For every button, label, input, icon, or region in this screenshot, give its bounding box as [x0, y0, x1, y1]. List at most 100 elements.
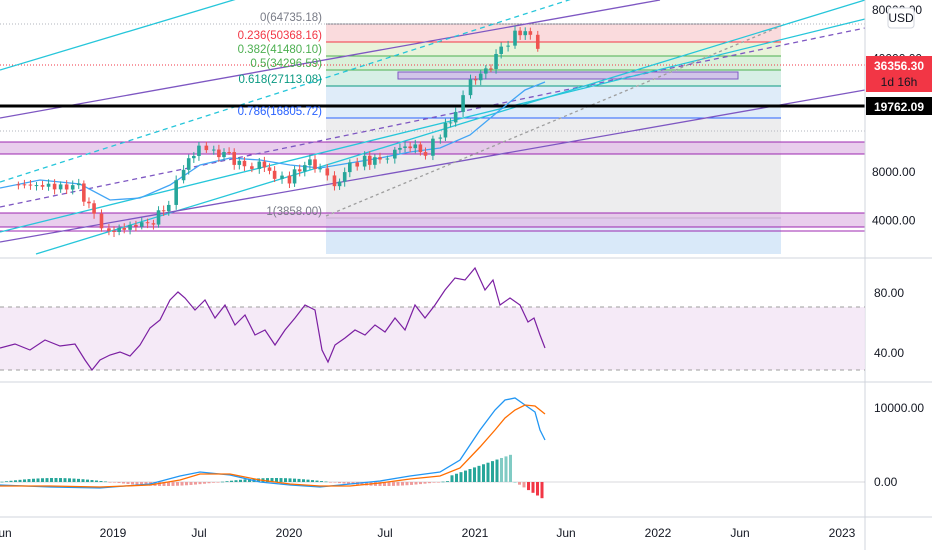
candle [40, 180, 45, 190]
macd-bar [104, 481, 107, 483]
fib-level-labels: 0(64735.18) 0.236(50368.16) 0.382(41480.10… [238, 12, 323, 218]
macd-tick-label: 0.00 [874, 475, 898, 489]
macd-bar [23, 479, 26, 482]
macd-bar [432, 482, 436, 483]
macd-bar [275, 478, 278, 482]
candle [112, 226, 116, 237]
macd-bar [513, 482, 517, 483]
macd-bar [455, 473, 458, 482]
macd-bar [99, 480, 103, 482]
rsi-tick-label: 40.00 [874, 346, 904, 360]
fib-level-label: 1(3858.00) [266, 206, 322, 218]
macd-bar [437, 482, 440, 483]
candle [367, 151, 372, 170]
fib-level-label: 0.786(16805.72) [238, 106, 323, 118]
candle [443, 118, 448, 142]
currency-badge[interactable] [887, 7, 915, 29]
macd-bar [360, 482, 364, 486]
candle [280, 171, 284, 184]
candle [408, 142, 412, 153]
macd-bar [419, 482, 422, 485]
candle [418, 141, 423, 156]
macd-bar [464, 470, 467, 482]
candle [16, 181, 21, 190]
macd-bar [135, 482, 139, 485]
macd-bar [387, 482, 391, 486]
macd-bar [536, 482, 539, 496]
candle [34, 182, 39, 191]
moving-average-line [0, 81, 546, 201]
candle [87, 197, 91, 209]
candle [58, 181, 63, 193]
macd-bar [284, 478, 287, 482]
macd-line [0, 397, 546, 489]
macd-bar [5, 481, 8, 482]
candle [438, 134, 443, 144]
candle [484, 65, 488, 79]
candle [166, 200, 171, 216]
currency-label: USD [888, 11, 914, 25]
candle [267, 163, 272, 175]
macd-bar [117, 482, 121, 484]
fib-level-label: 0.382(41480.10) [238, 44, 323, 56]
macd-bar [509, 454, 512, 482]
time-tick-label: 2019 [100, 526, 127, 540]
time-tick-label: Jul [191, 526, 206, 540]
macd-bar [522, 482, 526, 488]
time-tick-label: Jul [377, 526, 392, 540]
level-price-tag: 19762.09 [866, 97, 932, 115]
candle [64, 180, 69, 195]
candle [181, 165, 186, 184]
candle [308, 154, 312, 170]
macd-bar [171, 482, 175, 486]
macd-bar [122, 482, 125, 484]
macd-bar [203, 482, 206, 484]
macd-bar [185, 482, 188, 486]
macd-bar [72, 478, 76, 482]
time-tick-label: Jun [556, 526, 575, 540]
macd-bar [32, 478, 35, 482]
macd-bar [423, 482, 427, 484]
macd-bar [90, 480, 94, 482]
candle [257, 157, 262, 174]
candle [145, 218, 150, 229]
candle [423, 147, 428, 160]
candle [373, 154, 377, 169]
macd-bar [288, 478, 292, 482]
macd-bar [81, 479, 85, 482]
fib-level-label: 0.618(27113.08) [238, 74, 322, 86]
macd-bar [306, 479, 310, 482]
macd-bar [320, 481, 323, 482]
candle [151, 219, 156, 230]
candle [337, 178, 342, 190]
candle [272, 166, 277, 183]
macd-bar [108, 482, 112, 483]
macd-bar [68, 478, 71, 482]
candle [82, 180, 86, 207]
macd-bar [297, 478, 301, 482]
candle [499, 42, 503, 59]
candle [478, 69, 483, 86]
candle [107, 224, 111, 236]
macd-bar [266, 478, 269, 482]
macd-bar [270, 478, 274, 482]
candle [448, 117, 453, 128]
macd-bar [63, 478, 67, 482]
candle [156, 206, 161, 228]
macd-pane [0, 397, 865, 499]
macd-bar [383, 482, 386, 486]
fib-level-label: 0.236(50368.16) [238, 30, 323, 42]
candle [222, 148, 226, 161]
level-price-value: 19762.09 [874, 100, 924, 114]
price-tick-label: 8000.00 [872, 165, 916, 179]
macd-bar [392, 482, 395, 486]
fib-level-label: 0.5(34296.59) [250, 58, 322, 70]
macd-bar [540, 482, 544, 499]
time-axis[interactable]: Jun 2019 Jul 2020 Jul 2021 Jun 2022 Jun 2023 [0, 526, 856, 540]
macd-bar [77, 478, 80, 482]
candle [217, 144, 221, 162]
macd-bar [495, 459, 499, 482]
macd-bar [36, 478, 40, 482]
macd-bar [167, 482, 170, 486]
